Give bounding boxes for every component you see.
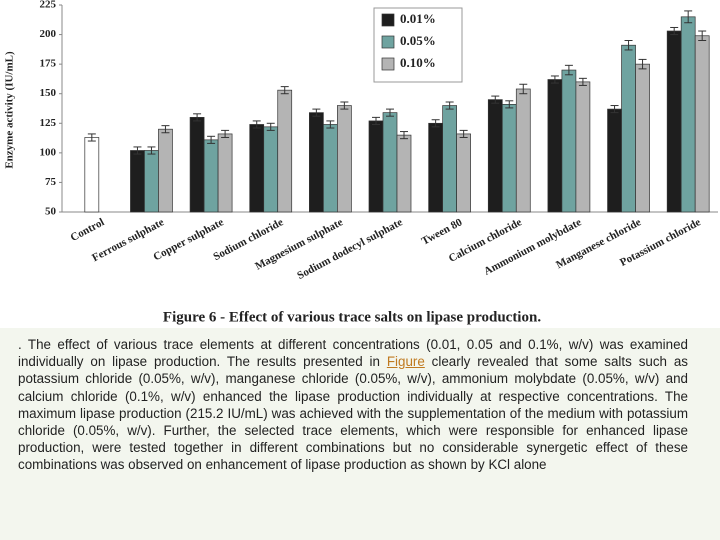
y-tick-label: 175 <box>40 58 57 70</box>
x-tick-label: Sodium dodecyl sulphate <box>295 216 404 282</box>
legend-label: 0.10% <box>400 55 436 70</box>
bar <box>456 133 471 213</box>
x-tick-label: Ammonium molybdate <box>482 216 584 278</box>
bar <box>368 120 384 213</box>
error-bar <box>698 30 707 41</box>
bar <box>680 16 696 213</box>
bar <box>323 124 338 213</box>
bar <box>189 117 205 213</box>
error-bar <box>578 77 587 86</box>
error-bar <box>670 26 679 36</box>
bar <box>337 105 352 213</box>
error-bar <box>221 129 230 138</box>
error-bar <box>372 116 380 125</box>
y-tick-label: 75 <box>45 176 57 188</box>
bar <box>217 133 233 213</box>
error-bar <box>161 125 170 134</box>
y-axis-label: Enzyme activity (IU/mL) <box>4 51 16 169</box>
bar <box>309 112 324 213</box>
y-tick-label: 150 <box>40 87 57 99</box>
error-bar <box>312 108 321 117</box>
error-bar <box>638 58 647 70</box>
error-bar <box>266 122 275 131</box>
error-bar <box>340 101 349 110</box>
bar <box>666 30 682 213</box>
error-bar <box>147 146 156 155</box>
error-bar <box>519 83 528 95</box>
error-bar <box>133 146 142 155</box>
y-tick-label: 225 <box>40 0 57 11</box>
error-bar <box>459 129 468 138</box>
bar <box>607 108 622 213</box>
bar <box>694 35 710 213</box>
legend-swatch <box>381 57 395 71</box>
y-tick-label: 100 <box>40 146 57 158</box>
bar <box>249 124 265 213</box>
chart: Enzyme activity (IU/mL) Figure 6 - Effec… <box>4 0 718 325</box>
bar <box>144 150 159 213</box>
error-bar <box>252 120 261 129</box>
error-bar <box>624 39 633 51</box>
x-tick-label: Control <box>69 216 107 244</box>
bar <box>158 128 173 213</box>
x-tick-label: Tween 80 <box>420 216 465 248</box>
error-bar <box>87 133 96 142</box>
bar <box>442 105 457 213</box>
error-bar <box>207 135 216 144</box>
bar <box>130 150 145 213</box>
bar <box>428 122 443 213</box>
y-tick-label: 50 <box>45 206 57 218</box>
bar <box>203 139 219 213</box>
link[interactable]: Figure <box>386 354 425 370</box>
bar <box>515 88 531 213</box>
bar <box>263 126 279 213</box>
bar <box>487 99 503 213</box>
bar <box>396 134 412 213</box>
legend-swatch <box>381 35 395 49</box>
bar <box>635 63 650 213</box>
error-bar <box>280 86 289 95</box>
y-tick-label: 125 <box>40 117 57 129</box>
error-bar <box>400 131 408 140</box>
legend-label: 0.05% <box>400 33 436 48</box>
text: clearly revealed that some salts such as… <box>18 354 688 473</box>
bar <box>621 44 636 213</box>
bar <box>575 81 591 213</box>
error-bar <box>431 119 440 128</box>
text: . The effect of various trace elements a… <box>18 337 688 370</box>
error-bar <box>684 10 693 24</box>
legend-swatch <box>381 13 395 27</box>
bar <box>382 112 398 213</box>
error-bar <box>564 64 573 76</box>
legend-label: 0.01% <box>400 11 436 26</box>
y-tick-label: 200 <box>40 28 57 40</box>
error-bar <box>193 113 202 122</box>
paragraph: . The effect of various trace elements a… <box>0 328 720 540</box>
bar <box>84 137 100 213</box>
error-bar <box>445 101 454 110</box>
bar <box>561 69 577 213</box>
bar <box>277 89 293 213</box>
error-bar <box>505 100 514 109</box>
bar <box>547 79 563 213</box>
bar <box>501 104 517 213</box>
error-bar <box>491 95 500 104</box>
error-bar <box>386 108 394 117</box>
error-bar <box>550 75 559 84</box>
error-bar <box>326 120 335 129</box>
chart-title: Figure 6 - Effect of various trace salts… <box>163 309 541 325</box>
error-bar <box>610 105 619 114</box>
